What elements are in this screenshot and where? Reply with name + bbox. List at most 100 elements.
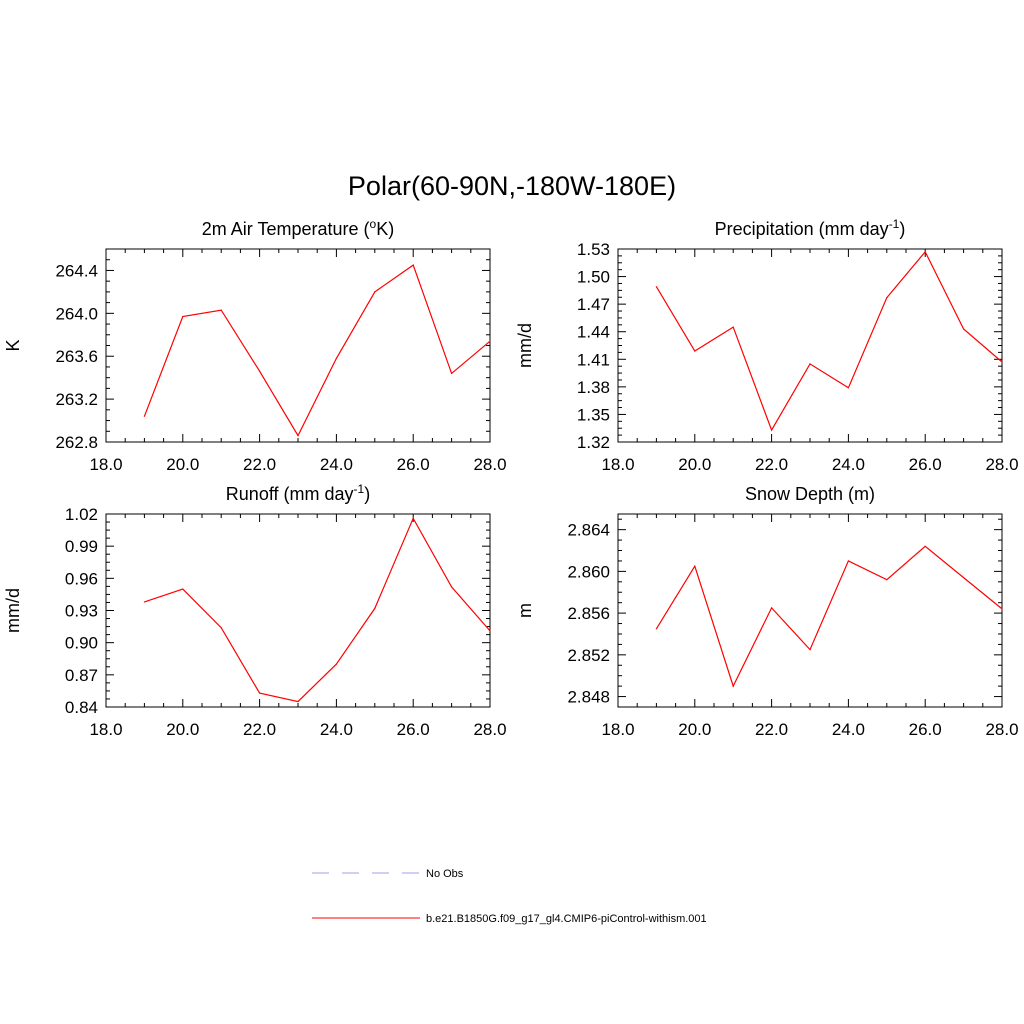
x-tick-label: 22.0 xyxy=(243,720,276,739)
y-tick-label: 2.856 xyxy=(567,604,610,623)
title-superscript: -1 xyxy=(889,217,900,231)
series-line-1 xyxy=(144,516,491,703)
data-point xyxy=(1001,608,1003,610)
y-tick-label: 2.864 xyxy=(567,521,610,540)
data-point xyxy=(847,387,850,389)
y-tick-label: 0.87 xyxy=(65,666,98,685)
x-tick-label: 18.0 xyxy=(89,455,122,474)
x-tick-label: 26.0 xyxy=(909,455,942,474)
data-point xyxy=(182,315,184,318)
title-part: Snow Depth (m) xyxy=(745,484,875,504)
plot-frame xyxy=(617,248,1003,443)
y-tick-label: 263.2 xyxy=(55,390,98,409)
panel-title: 2m Air Temperature (oK) xyxy=(202,217,394,239)
data-point xyxy=(220,627,222,629)
title-part: ) xyxy=(899,219,905,239)
x-tick-label: 20.0 xyxy=(166,720,199,739)
data-point xyxy=(220,309,222,311)
x-tick-label: 24.0 xyxy=(320,455,353,474)
y-tick-label: 263.6 xyxy=(55,347,98,366)
y-axis-label: K xyxy=(3,339,23,351)
plot-frame xyxy=(105,248,491,443)
title-part: K) xyxy=(376,219,394,239)
x-tick-label: 22.0 xyxy=(243,455,276,474)
y-tick-label: 2.848 xyxy=(567,688,610,707)
data-point xyxy=(297,701,299,703)
x-tick-label: 20.0 xyxy=(166,455,199,474)
data-point xyxy=(489,630,491,632)
x-tick-label: 26.0 xyxy=(397,455,430,474)
x-tick-label: 24.0 xyxy=(320,720,353,739)
y-tick-label: 2.860 xyxy=(567,562,610,581)
title-superscript: o xyxy=(370,217,377,231)
series-line-1 xyxy=(143,264,491,437)
title-part: ) xyxy=(364,484,370,504)
series-line-1 xyxy=(655,545,1003,688)
data-point xyxy=(335,663,337,665)
data-point xyxy=(963,328,965,330)
x-tick-label: 26.0 xyxy=(909,720,942,739)
data-point xyxy=(297,434,299,437)
y-tick-label: 0.99 xyxy=(65,537,98,556)
data-point xyxy=(412,517,414,519)
y-tick-label: 262.8 xyxy=(55,433,98,452)
panel-title: Runoff (mm day-1) xyxy=(226,482,370,504)
panel-3: Runoff (mm day-1) mm/d 18.0 20.0 22.0 24.0 26.… xyxy=(3,482,507,739)
data-point xyxy=(809,363,811,365)
y-tick-label: 1.47 xyxy=(577,295,610,314)
y-tick-label: 0.84 xyxy=(65,698,98,717)
data-point xyxy=(259,370,261,372)
y-tick-label: 264.4 xyxy=(55,261,98,280)
data-point xyxy=(374,291,376,293)
plot-frame xyxy=(617,513,1003,708)
x-tick-label: 22.0 xyxy=(755,720,788,739)
data-point xyxy=(771,429,773,431)
x-tick-label: 24.0 xyxy=(832,720,865,739)
data-point xyxy=(451,586,453,588)
legend-label-model: b.e21.B1850G.f09_g17_gl4.CMIP6-piControl… xyxy=(426,913,707,925)
y-axis-label: mm/d xyxy=(515,323,535,368)
y-tick-label: 0.93 xyxy=(65,602,98,621)
data-point xyxy=(451,372,453,374)
plot-frame xyxy=(105,513,491,708)
y-tick-label: 2.852 xyxy=(567,646,610,665)
x-tick-label: 28.0 xyxy=(473,455,506,474)
data-point xyxy=(412,264,414,266)
data-point xyxy=(655,628,658,630)
x-tick-label: 24.0 xyxy=(832,455,865,474)
title-part: Runoff (mm day xyxy=(226,484,354,504)
data-point xyxy=(694,350,696,352)
y-tick-label: 1.38 xyxy=(577,378,610,397)
x-tick-label: 20.0 xyxy=(678,720,711,739)
x-tick-label: 28.0 xyxy=(473,720,506,739)
y-tick-label: 1.02 xyxy=(65,505,98,524)
data-point xyxy=(924,545,926,547)
y-tick-label: 264.0 xyxy=(55,304,98,323)
figure-title: Polar(60-90N,-180W-180E) xyxy=(348,171,676,201)
y-axis-label: mm/d xyxy=(3,588,23,633)
y-tick-label: 1.44 xyxy=(577,323,610,342)
data-point xyxy=(259,692,261,694)
data-point xyxy=(694,565,696,567)
panels-group: 2m Air Temperature (oK) K 18.0 20.0 22.0 24.0… xyxy=(3,217,1019,739)
title-part: Precipitation (mm day xyxy=(715,219,889,239)
data-point xyxy=(732,326,734,328)
data-point xyxy=(847,560,850,562)
y-tick-label: 0.96 xyxy=(65,569,98,588)
data-point xyxy=(886,297,888,299)
panel-1: 2m Air Temperature (oK) K 18.0 20.0 22.0 24.0… xyxy=(3,217,507,474)
panel-title: Precipitation (mm day-1) xyxy=(715,217,906,239)
x-tick-label: 18.0 xyxy=(89,720,122,739)
title-superscript: -1 xyxy=(354,482,365,496)
y-axis-label: m xyxy=(515,603,535,618)
legend: No Obs b.e21.B1850G.f09_g17_gl4.CMIP6-pi… xyxy=(312,868,707,925)
data-point xyxy=(143,415,145,417)
x-tick-label: 20.0 xyxy=(678,455,711,474)
panel-title: Snow Depth (m) xyxy=(745,484,875,504)
x-tick-label: 28.0 xyxy=(985,720,1018,739)
legend-label-no-obs: No Obs xyxy=(426,868,464,880)
y-tick-label: 1.32 xyxy=(577,433,610,452)
x-tick-label: 26.0 xyxy=(397,720,430,739)
data-point xyxy=(1001,361,1003,363)
